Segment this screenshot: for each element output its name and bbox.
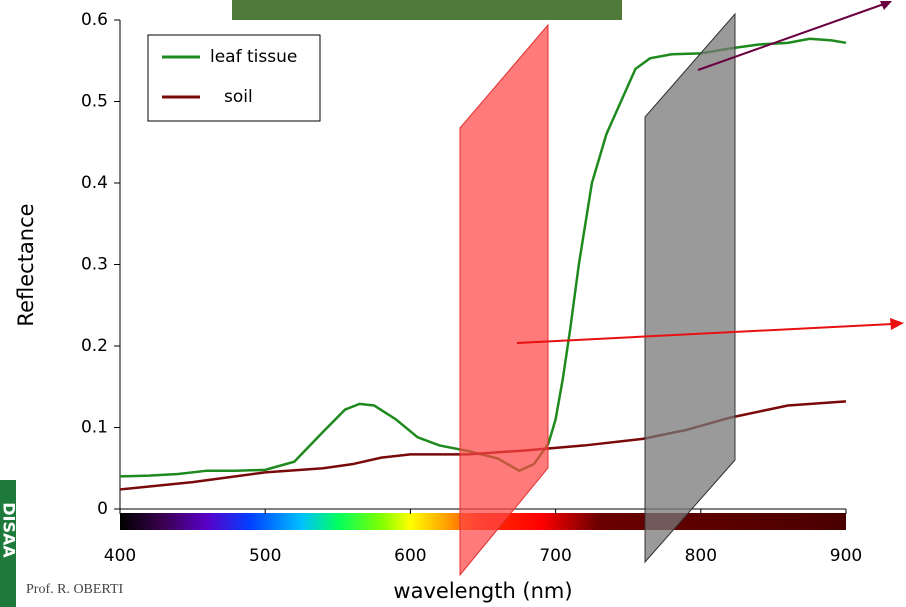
author: Prof. R. OBERTI <box>26 582 123 597</box>
red-band <box>459 23 549 577</box>
logo: DISAA <box>0 502 19 558</box>
y-tick-label: 0.4 <box>81 173 108 193</box>
x-tick-label: 400 <box>104 546 136 566</box>
arrow-head <box>880 1 892 10</box>
x-tick-label: 800 <box>685 546 717 566</box>
y-tick-label: 0.3 <box>81 255 108 275</box>
x-tick-label: 500 <box>249 546 281 566</box>
plot: 0 0.1 0.2 0.3 0.4 0.5 0.6 400 500 600 700 800 900 lea… <box>81 10 862 566</box>
x-tick-label: 700 <box>539 546 571 566</box>
legend-label: soil <box>224 87 253 107</box>
leaf-photo <box>232 0 622 20</box>
y-tick-label: 0 <box>97 499 108 519</box>
y-tick-label: 0.6 <box>81 10 108 30</box>
legend-label: leaf tissue <box>210 47 297 67</box>
x-tick-label: 900 <box>830 546 862 566</box>
y-tick-label: 0.2 <box>81 336 108 356</box>
x-axis-label: wavelength (nm) <box>393 579 572 603</box>
arrow <box>516 323 893 344</box>
y-tick-label: 0.1 <box>81 418 108 438</box>
legend-box <box>147 34 321 122</box>
y-tick-label: 0.5 <box>81 92 108 112</box>
overlay <box>459 1 904 577</box>
arrow-head <box>890 318 904 330</box>
logo-band <box>0 480 16 607</box>
x-tick-label: 600 <box>394 546 426 566</box>
nir-band <box>644 12 736 564</box>
arrow <box>697 3 885 71</box>
y-axis-label: Reflectance <box>14 203 38 326</box>
